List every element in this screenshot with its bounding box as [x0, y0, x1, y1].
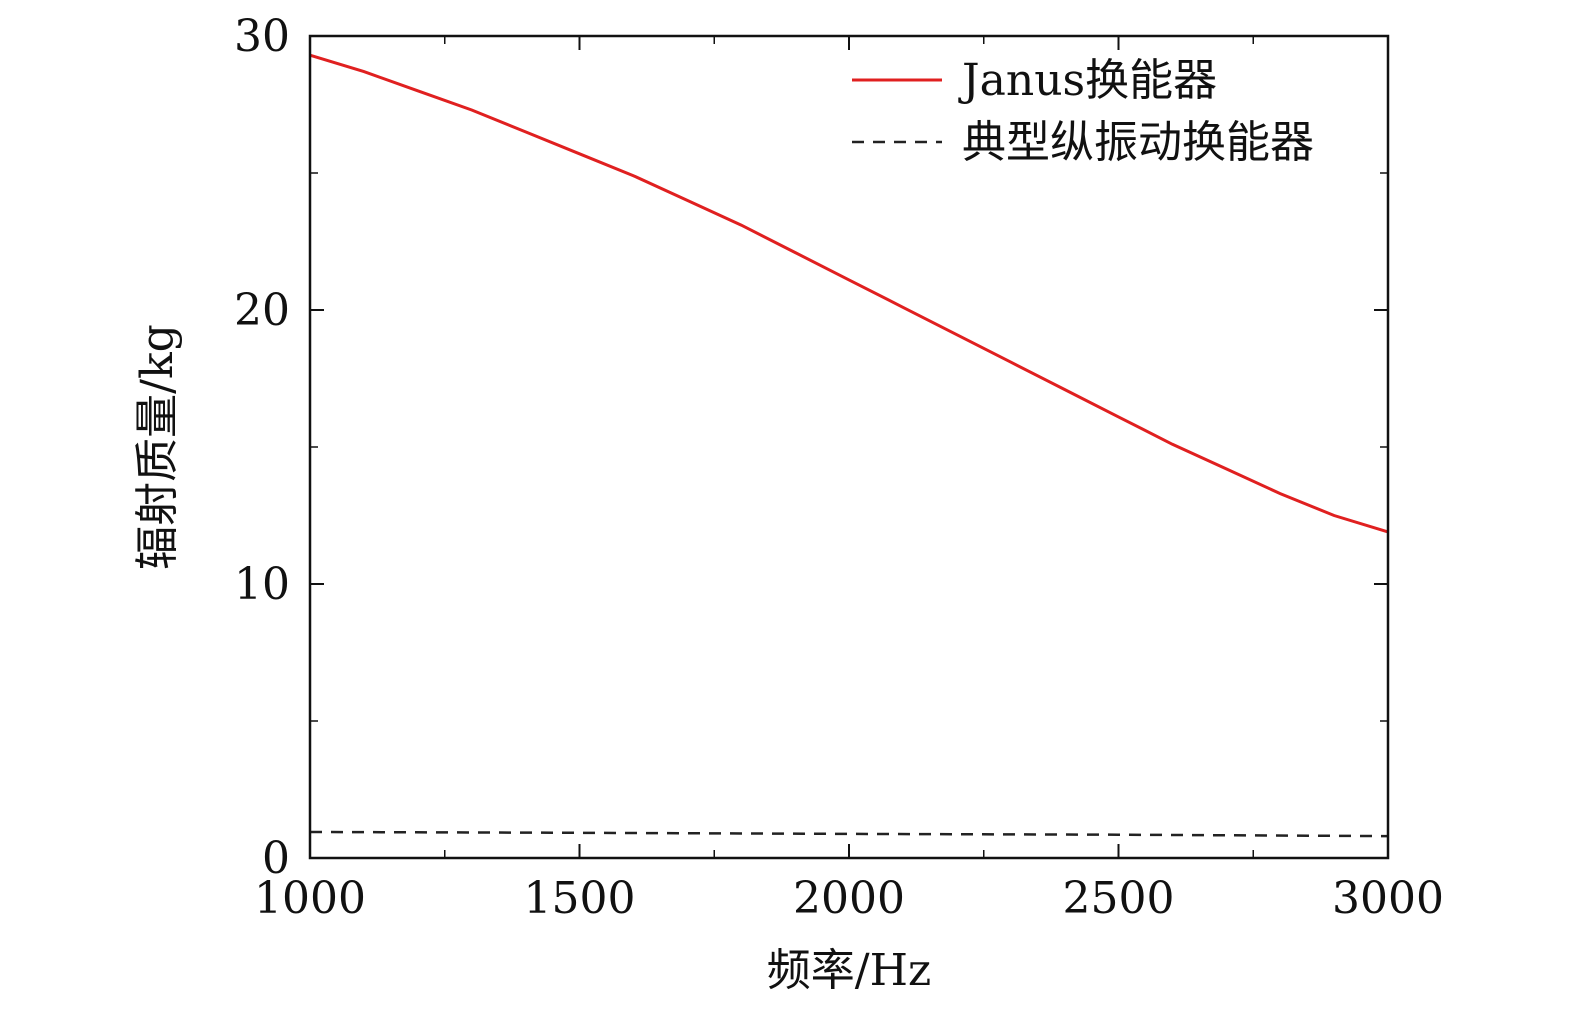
- y-tick-label: 10: [234, 559, 290, 610]
- legend-label-janus: Janus换能器: [958, 55, 1217, 106]
- y-tick-label: 20: [234, 285, 290, 336]
- x-tick-label: 1000: [254, 873, 366, 924]
- x-tick-label: 3000: [1332, 873, 1444, 924]
- x-tick-label: 2500: [1063, 873, 1175, 924]
- y-tick-label: 30: [234, 11, 290, 62]
- ticks-layer: 1000 1500 2000 2500 3000 0 10 20 30: [234, 11, 1444, 924]
- legend-label-typical: 典型纵振动换能器: [962, 117, 1314, 168]
- series-layer: [309, 53, 1389, 838]
- series-line-1: [309, 830, 1389, 838]
- series-line-0: [309, 53, 1389, 534]
- x-axis-title: 频率/Hz: [767, 945, 931, 996]
- x-tick-label: 2000: [793, 873, 905, 924]
- y-axis-title: 辐射质量/kg: [132, 324, 183, 570]
- x-tick-label: 1500: [524, 873, 636, 924]
- y-tick-label: 0: [262, 833, 290, 884]
- legend: Janus换能器 典型纵振动换能器: [852, 55, 1314, 168]
